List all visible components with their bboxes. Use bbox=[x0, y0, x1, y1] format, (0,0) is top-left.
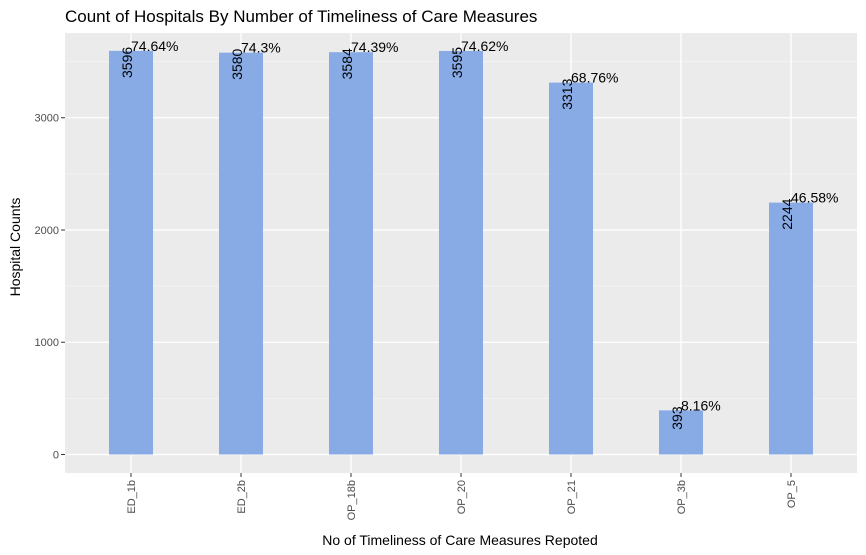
y-axis-ticks: 0 1000 2000 3000 bbox=[35, 113, 65, 461]
chart-title: Count of Hospitals By Number of Timeline… bbox=[65, 7, 537, 26]
x-tick-label: OP_18b bbox=[346, 480, 358, 520]
bar-ED_1b bbox=[109, 50, 153, 455]
percent-label: 74.62% bbox=[461, 38, 508, 54]
count-label: 2244 bbox=[779, 198, 795, 229]
bar-OP_3b bbox=[659, 410, 703, 455]
percent-label: 74.64% bbox=[131, 38, 178, 54]
x-tick-label: ED_2b bbox=[236, 480, 248, 514]
x-tick-label: OP_3b bbox=[676, 480, 688, 514]
x-tick-label: OP_5 bbox=[786, 480, 798, 508]
bar-OP_21 bbox=[549, 82, 593, 455]
count-label: 3595 bbox=[449, 47, 465, 78]
percent-label: 8.16% bbox=[681, 397, 721, 413]
percent-label: 74.3% bbox=[241, 40, 281, 56]
bar-ED_2b bbox=[219, 52, 263, 455]
x-axis-ticks: ED_1b ED_2b OP_18b OP_20 OP_21 OP_3b OP_5 bbox=[126, 473, 798, 520]
x-tick-label: OP_20 bbox=[456, 480, 468, 514]
count-label: 3596 bbox=[119, 47, 135, 78]
x-axis-title: No of Timeliness of Care Measures Repote… bbox=[322, 532, 597, 548]
bar-OP_20 bbox=[439, 50, 483, 455]
x-tick-label: OP_21 bbox=[566, 480, 578, 514]
y-tick-label: 3000 bbox=[35, 113, 59, 125]
y-axis-title: Hospital Counts bbox=[7, 198, 23, 297]
bar-OP_5 bbox=[769, 202, 813, 455]
count-label: 3313 bbox=[559, 78, 575, 109]
percent-label: 68.76% bbox=[571, 70, 618, 86]
y-tick-label: 0 bbox=[53, 449, 59, 461]
y-tick-label: 2000 bbox=[35, 225, 59, 237]
count-label: 393 bbox=[669, 406, 685, 430]
percent-label: 74.39% bbox=[351, 39, 398, 55]
percent-label: 46.58% bbox=[791, 190, 838, 206]
count-label: 3580 bbox=[229, 48, 245, 79]
count-label: 3584 bbox=[339, 48, 355, 79]
x-tick-label: ED_1b bbox=[126, 480, 138, 514]
y-tick-label: 1000 bbox=[35, 337, 59, 349]
bar-OP_18b bbox=[329, 52, 373, 455]
bars bbox=[109, 50, 813, 455]
